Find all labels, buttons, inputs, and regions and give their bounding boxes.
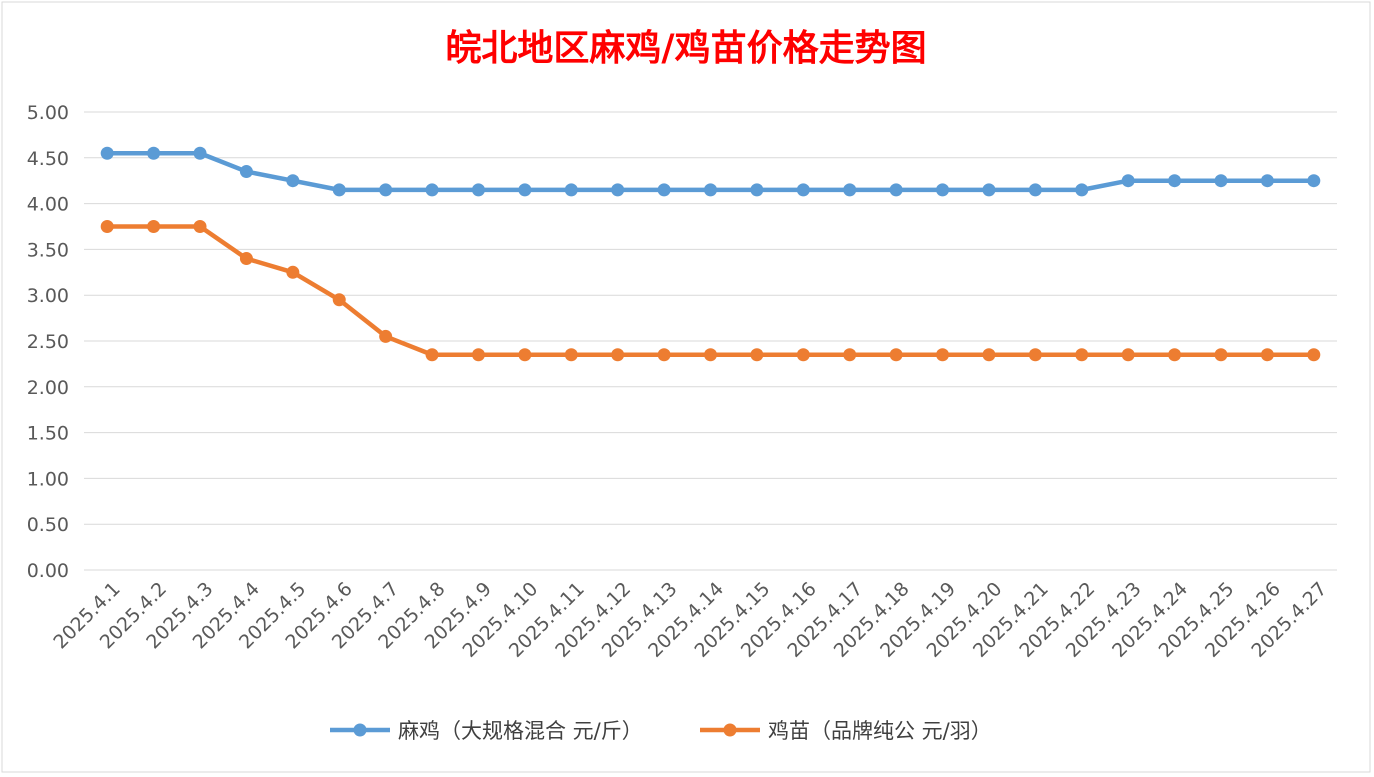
y-tick-label: 3.00 [27,285,69,307]
series-layer [100,146,1321,362]
data-point [982,183,996,197]
data-point [750,348,764,362]
data-point [657,183,671,197]
data-point [332,183,346,197]
data-point [704,183,717,197]
data-point [100,220,114,233]
data-point [1214,174,1228,188]
data-point [1028,348,1042,362]
data-point [982,348,996,362]
legend-entry: 鸡苗（品牌纯公 元/羽） [700,719,992,743]
data-point [843,183,857,197]
legend-marker [353,723,367,737]
series-2 [100,220,1321,362]
data-point [286,174,300,188]
gridlines [84,111,1337,571]
data-point [1028,183,1042,197]
data-point [239,165,253,179]
data-point [1168,174,1182,188]
data-point [1075,348,1089,362]
data-point [936,183,950,197]
data-point [1121,348,1135,362]
y-tick-label: 0.00 [27,560,69,582]
y-tick-label: 2.50 [27,331,69,353]
legend-entry: 麻鸡（大规格混合 元/斤） [330,719,643,743]
y-axis-ticks: 0.00 0.50 1.00 1.50 2.00 2.50 3.00 3.50 4.00 4.50… [27,102,69,582]
legend-label: 麻鸡（大规格混合 元/斤） [398,719,643,743]
y-tick-label: 4.00 [27,194,69,216]
y-tick-label: 3.50 [27,239,69,261]
data-point [425,183,439,197]
data-point [239,252,253,266]
y-tick-label: 2.00 [27,377,69,399]
y-tick-label: 1.00 [27,468,69,490]
data-point [564,348,578,362]
data-point [471,183,485,197]
series-1 [100,146,1321,197]
data-point [425,348,439,362]
data-point [332,293,346,307]
data-point [1307,174,1321,188]
data-point [936,348,950,362]
data-point [193,146,207,160]
data-point [1260,348,1274,362]
data-point [1214,348,1228,362]
data-point [611,183,625,197]
data-point [518,348,532,362]
data-point [379,183,393,197]
data-point [1121,174,1135,188]
data-point [193,220,207,233]
data-point [796,183,810,197]
data-point [796,348,810,362]
data-point [657,348,671,362]
data-point [147,220,161,233]
data-point [147,146,161,160]
data-point [471,348,485,362]
legend-label: 鸡苗（品牌纯公 元/羽） [768,719,992,743]
y-tick-label: 5.00 [27,102,69,124]
data-point [704,348,717,362]
chart-title: 皖北地区麻鸡/鸡苗价格走势图 [445,27,926,69]
data-point [379,329,393,343]
data-point [611,348,625,362]
data-point [843,348,857,362]
y-tick-label: 0.50 [27,514,69,536]
y-tick-label: 4.50 [27,148,69,170]
data-point [286,265,300,279]
legend: 麻鸡（大规格混合 元/斤） 鸡苗（品牌纯公 元/羽） [330,719,992,743]
data-point [889,348,903,362]
data-point [1260,174,1274,188]
data-point [750,183,764,197]
data-point [1307,348,1321,362]
data-point [1168,348,1182,362]
data-point [564,183,578,197]
data-point [889,183,903,197]
y-tick-label: 1.50 [27,423,69,445]
data-point [518,183,532,197]
data-point [1075,183,1089,197]
legend-marker [723,723,737,737]
data-point [100,146,114,160]
